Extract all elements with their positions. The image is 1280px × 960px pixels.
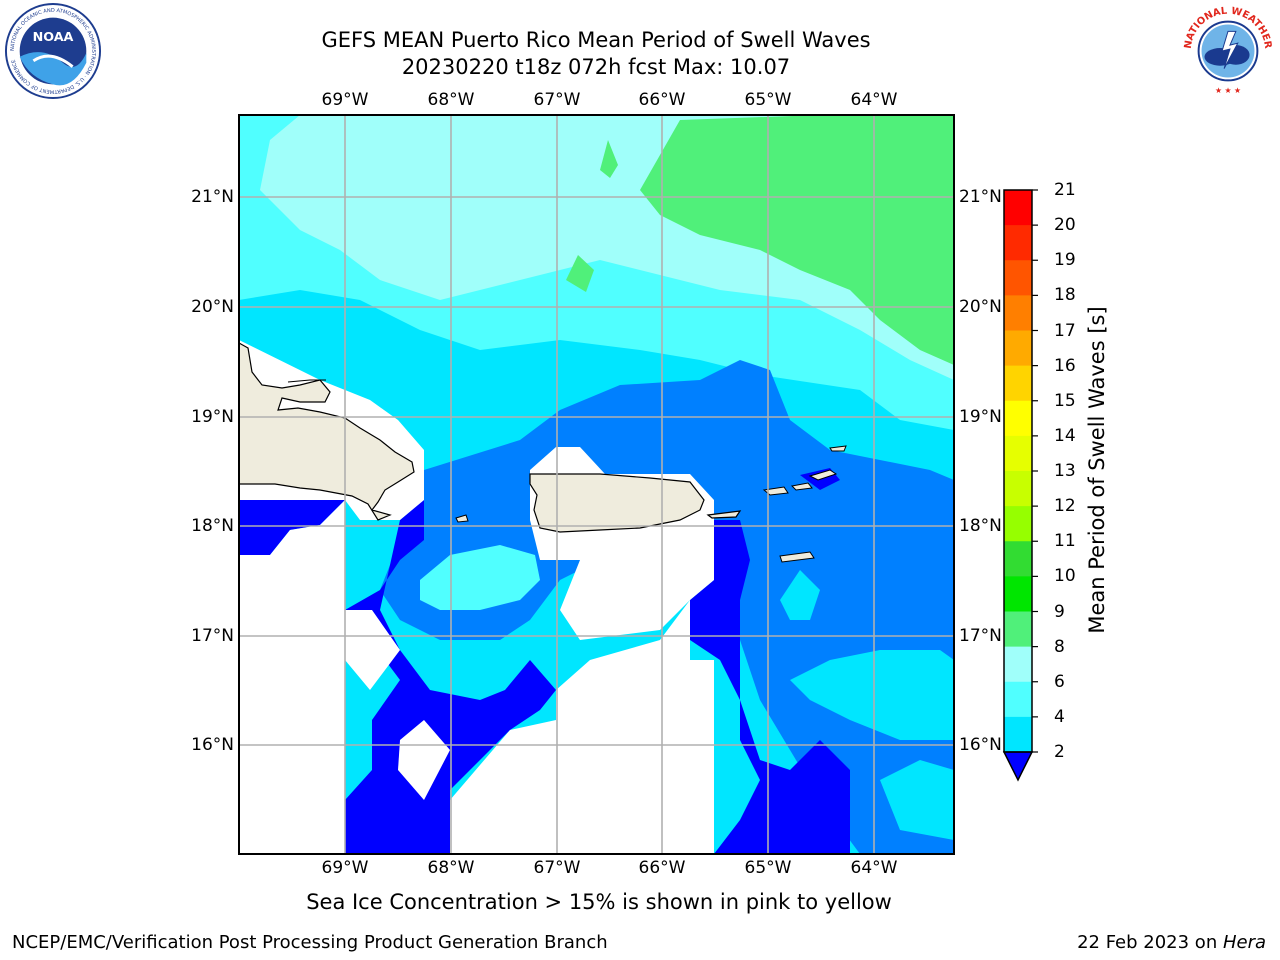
colorbar-segment (1004, 681, 1032, 718)
nws-logo-icon: NATIONAL WEATHER SERVICE ★ ★ ★ (1178, 2, 1275, 98)
lon-label-top: 66°W (638, 90, 686, 110)
colorbar-tick-label: 12 (1054, 496, 1076, 517)
colorbar-tick-label: 4 (1054, 706, 1065, 727)
footer-machine: Hera (1222, 932, 1266, 953)
lat-label-left: 16°N (191, 735, 234, 755)
st-croix (779, 551, 815, 563)
lat-label-left: 18°N (191, 516, 234, 536)
colorbar-segment (1004, 611, 1032, 648)
colorbar-tick-label: 19 (1054, 250, 1076, 271)
no-data-mask-west-inner (320, 610, 400, 690)
lon-label-top: 64°W (850, 90, 898, 110)
lat-label-left: 17°N (191, 626, 234, 646)
lat-label-left: 20°N (191, 297, 234, 317)
colorbar-segment (1004, 541, 1032, 577)
no-data-mask-south (398, 720, 450, 800)
chart-subtitle: 20230220 t18z 072h fcst Max: 10.07 (401, 55, 791, 79)
chart-title: GEFS MEAN Puerto Rico Mean Period of Swe… (321, 28, 871, 52)
lon-label-bottom: 66°W (638, 858, 686, 878)
colorbar-tick-label: 18 (1054, 285, 1076, 306)
colorbar-segment (1004, 365, 1032, 402)
colorbar-tick-label: 14 (1054, 425, 1076, 446)
lat-label-right: 19°N (959, 407, 1002, 427)
anegada (829, 445, 847, 452)
colorbar-tick-label: 17 (1054, 320, 1076, 341)
colorbar (1002, 189, 1038, 782)
lat-label-right: 18°N (959, 516, 1002, 536)
lon-label-top: 65°W (744, 90, 792, 110)
lon-label-top: 69°W (321, 90, 369, 110)
sea-ice-note: Sea Ice Concentration > 15% is shown in … (306, 890, 892, 914)
footer-credit: NCEP/EMC/Verification Post Processing Pr… (12, 932, 608, 953)
no-data-mask-west (239, 500, 345, 854)
footer-date-text: 22 Feb 2023 on (1077, 932, 1223, 953)
period-band-6-southeast (790, 650, 954, 740)
period-band-2-4-east (690, 520, 850, 854)
colorbar-segment (1004, 576, 1032, 612)
colorbar-segment (1004, 506, 1032, 542)
colorbar-tick-label: 21 (1054, 180, 1076, 200)
colorbar-segment (1004, 295, 1032, 331)
colorbar-segment (1004, 646, 1032, 683)
svg-text:NOAA: NOAA (33, 30, 74, 45)
colorbar-segment (1004, 225, 1032, 261)
lat-label-right: 20°N (959, 297, 1002, 317)
lat-label-left: 19°N (191, 407, 234, 427)
colorbar-segment (1004, 330, 1032, 367)
colorbar-segment (1004, 400, 1032, 437)
footer-date: 22 Feb 2023 on Hera (1077, 932, 1266, 953)
colorbar-tick-label: 10 (1054, 566, 1076, 587)
lon-label-top: 67°W (533, 90, 581, 110)
lon-label-bottom: 69°W (321, 858, 369, 878)
turks-caicos (287, 379, 326, 383)
period-band-9-10 (640, 115, 954, 365)
lon-label-bottom: 68°W (427, 858, 475, 878)
graticule (239, 115, 954, 854)
lon-label-bottom: 64°W (850, 858, 898, 878)
colorbar-segment (1004, 716, 1032, 753)
colorbar-tick-label: 15 (1054, 390, 1076, 411)
colorbar-tick-label: 16 (1054, 355, 1076, 376)
lon-label-bottom: 67°W (533, 858, 581, 878)
colorbar-title: Mean Period of Swell Waves [s] (1085, 306, 1109, 634)
period-band-6-8-blob (420, 545, 540, 610)
colorbar-tick-label: 2 (1054, 742, 1065, 762)
colorbar-segment (1004, 190, 1032, 226)
svg-text:★ ★ ★: ★ ★ ★ (1215, 86, 1241, 95)
period-band-9-10-patch (566, 255, 594, 292)
period-band-9-10-patch (600, 140, 618, 178)
lat-label-right: 16°N (959, 735, 1002, 755)
puerto-rico-land (529, 473, 705, 533)
mona-island (455, 514, 469, 523)
colorbar-tick-label: 20 (1054, 215, 1076, 236)
hispaniola-land (239, 342, 415, 521)
no-data-mask-south-center (450, 600, 714, 854)
lat-label-right: 21°N (959, 187, 1002, 207)
period-band-2-4-south (239, 500, 345, 555)
colorbar-tick-label: 13 (1054, 461, 1076, 481)
colorbar-segment (1004, 471, 1032, 507)
colorbar-segment (1004, 260, 1032, 296)
period-band-2-4-south (320, 500, 556, 854)
vieques-land (706, 510, 742, 519)
period-band-4-6-arc (380, 360, 954, 854)
period-band-6-east (780, 570, 820, 620)
plot-frame (238, 114, 955, 855)
lon-label-bottom: 65°W (744, 858, 792, 878)
colorbar-tick-label: 11 (1054, 531, 1076, 552)
period-band-6-east-edge (880, 760, 954, 840)
colorbar-tick-label: 6 (1054, 671, 1065, 692)
colorbar-tick-label: 8 (1054, 636, 1065, 657)
colorbar-tick-label: 9 (1054, 601, 1065, 622)
lat-label-right: 17°N (959, 626, 1002, 646)
colorbar-extend-arrow (1002, 751, 1034, 782)
noaa-logo-icon: NOAA NATIONAL OCEANIC AND ATMOSPHERIC AD… (4, 2, 102, 100)
colorbar-segment (1004, 435, 1032, 472)
lon-label-top: 68°W (427, 90, 475, 110)
lat-label-left: 21°N (191, 187, 234, 207)
